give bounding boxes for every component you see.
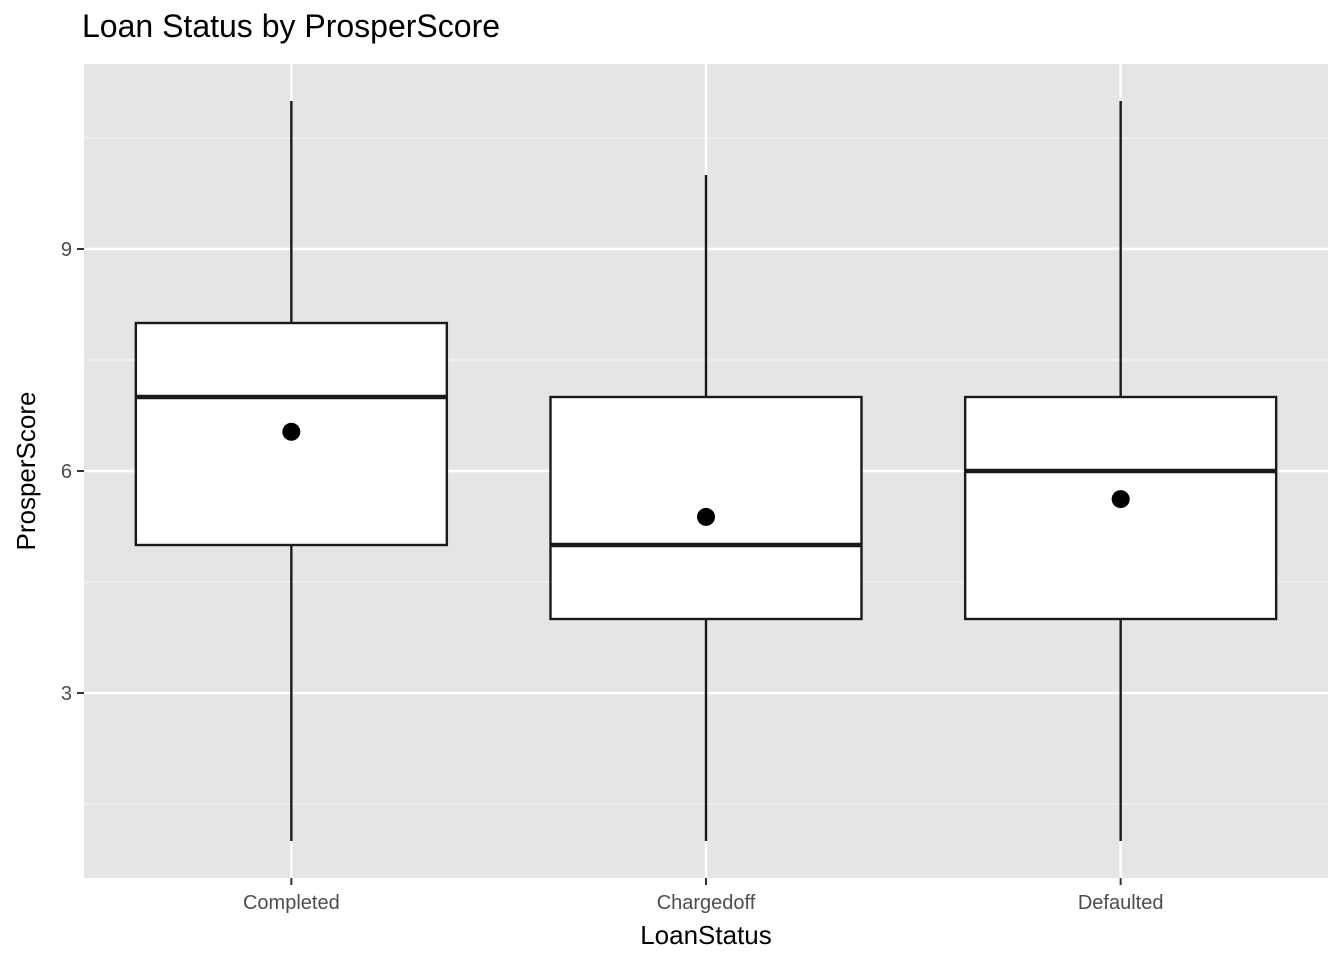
mean-point	[1111, 490, 1130, 509]
mean-point	[282, 422, 301, 441]
x-tick-label: Completed	[243, 892, 340, 914]
x-tick-label: Defaulted	[1078, 892, 1164, 914]
y-axis-title: ProsperScore	[11, 392, 41, 551]
x-axis-title: LoanStatus	[640, 920, 772, 950]
axes: 3 6 9 Completed Chargedoff Defaulted	[61, 239, 1164, 914]
box-chargedoff	[549, 175, 863, 841]
box-completed	[134, 101, 449, 841]
box-plots	[134, 101, 1278, 841]
y-tick-label: 9	[61, 239, 72, 261]
y-tick-label: 6	[61, 461, 72, 483]
box-defaulted	[963, 101, 1278, 841]
x-tick-label: Chargedoff	[657, 892, 756, 914]
chart-title: Loan Status by ProsperScore	[82, 8, 501, 44]
mean-point	[697, 507, 715, 526]
y-tick-label: 3	[61, 683, 72, 705]
